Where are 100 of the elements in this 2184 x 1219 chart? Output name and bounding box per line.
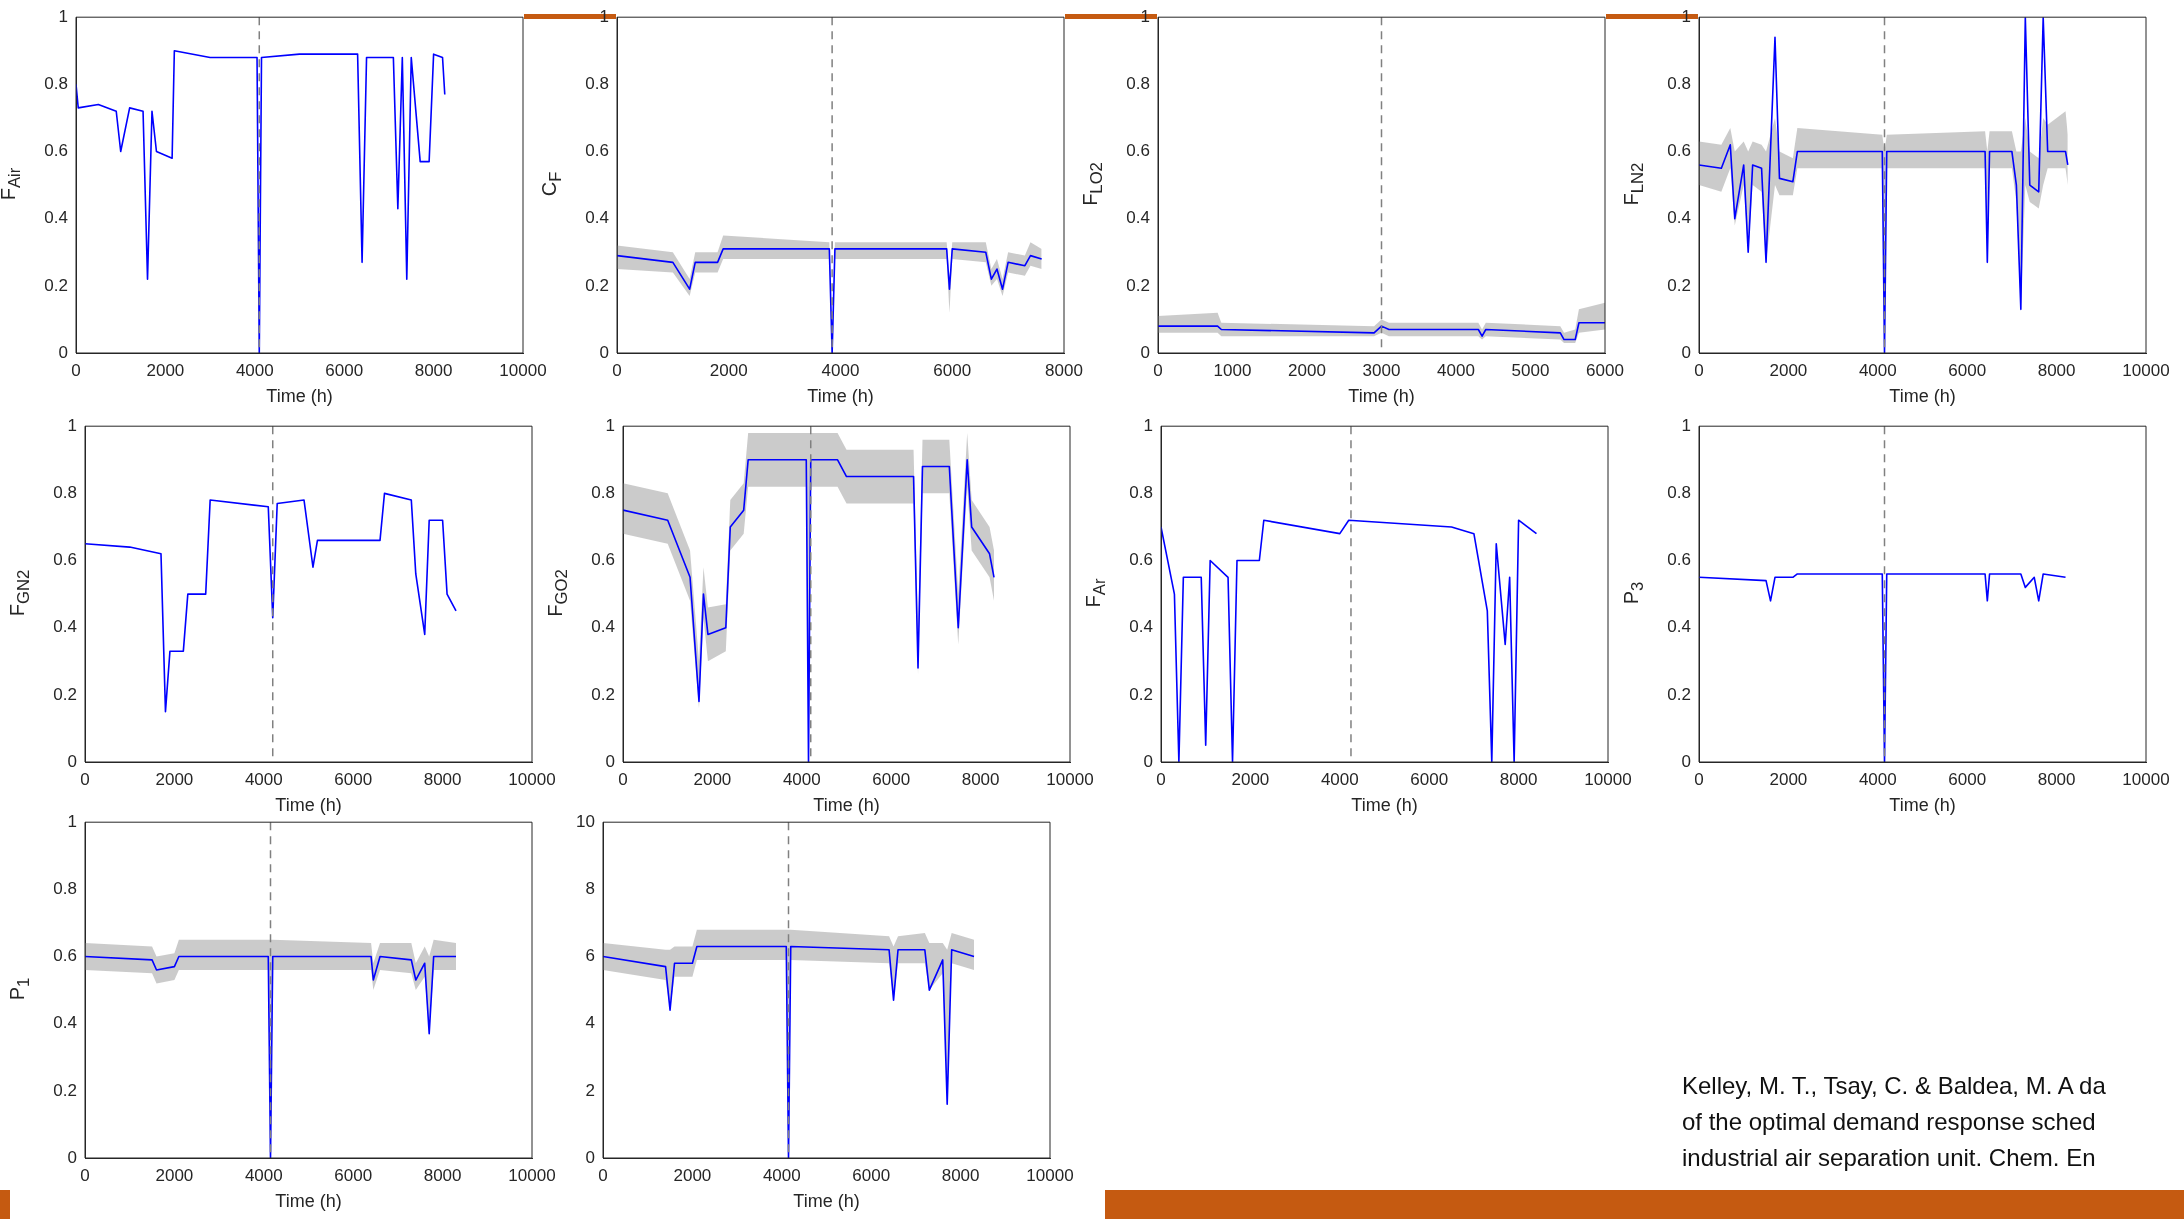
x-tick-label: 2000 [709,360,748,380]
y-tick-label: 0 [1143,751,1153,771]
y-tick-label: 0 [1681,751,1691,771]
x-tick-label: 4000 [1858,769,1897,789]
x-tick-label: 0 [618,769,628,789]
y-tick-label: 1 [1681,415,1691,435]
y-tick-label: 0.8 [44,74,68,94]
y-tick-label: 0.2 [585,275,609,295]
x-axis-title: Time (h) [1889,386,1956,407]
x-tick-label: 2000 [673,1165,712,1185]
y-tick-label: 0.8 [585,74,609,94]
x-tick-label: 4000 [244,769,283,789]
y-tick-label: 0.8 [1667,483,1691,503]
y-tick-label: 0.2 [1667,684,1691,704]
y-tick-label: 0.6 [44,141,68,161]
x-tick-label: 10000 [508,1165,556,1185]
text: of the optimal demand response sched [1682,1107,2097,1137]
y-tick-label: 0.4 [53,617,77,637]
x-tick-label: 2000 [155,769,194,789]
x-tick-label: 8000 [2037,360,2076,380]
y-tick-label: 0 [599,342,609,362]
x-axis-title: Time (h) [1351,795,1418,816]
y-tick-label: 0.4 [1129,617,1153,637]
y-tick-label: 0.4 [1126,208,1150,228]
x-tick-label: 0 [1156,769,1166,789]
x-tick-label: 8000 [961,769,1000,789]
y-tick-label: 0.6 [591,550,615,570]
y-tick-label: 0.6 [53,946,77,966]
y-tick-label: 2 [585,1080,595,1100]
y-tick-label: 0 [67,751,77,771]
y-tick-label: 0.6 [1667,141,1691,161]
y-tick-label: 0.2 [1667,275,1691,295]
y-tick-label: 0.8 [1126,74,1150,94]
x-tick-label: 6000 [1586,360,1624,380]
x-tick-label: 6000 [325,360,364,380]
y-tick-label: 1 [67,415,77,435]
x-tick-label: 8000 [2037,769,2076,789]
y-tick-label: 0.2 [53,684,77,704]
x-axis-title: Time (h) [807,386,874,407]
y-tick-label: 1 [605,415,615,435]
x-tick-label: 10000 [499,360,547,380]
x-tick-label: 8000 [941,1165,980,1185]
x-tick-label: 4000 [762,1165,801,1185]
y-tick-label: 0.6 [1126,141,1150,161]
x-tick-label: 0 [80,1165,90,1185]
y-tick-label: 0.4 [53,1013,77,1033]
x-tick-label: 10000 [508,769,556,789]
y-tick-label: 0.4 [585,208,609,228]
x-tick-label: 2000 [1769,769,1808,789]
y-tick-label: 0.6 [53,550,77,570]
x-tick-label: 6000 [334,769,373,789]
x-axis-title: Time (h) [275,795,342,816]
y-tick-label: 0.2 [1126,275,1150,295]
x-tick-label: 8000 [414,360,453,380]
x-tick-label: 10000 [2122,769,2170,789]
y-tick-label: 1 [1143,415,1153,435]
x-tick-label: 0 [1694,769,1704,789]
y-tick-label: 0.8 [591,483,615,503]
y-tick-label: 0.2 [1129,684,1153,704]
y-tick-label: 0.8 [1667,74,1691,94]
x-tick-label: 2000 [1231,769,1270,789]
x-tick-label: 0 [80,769,90,789]
x-tick-label: 1000 [1213,360,1252,380]
y-tick-label: 0.6 [1667,550,1691,570]
y-tick-label: 0.4 [591,617,615,637]
x-axis-title: Time (h) [1889,795,1956,816]
x-tick-label: 8000 [423,769,462,789]
x-tick-label: 6000 [1410,769,1449,789]
x-tick-label: 2000 [1288,360,1326,380]
y-tick-label: 10 [576,811,595,831]
x-tick-label: 4000 [235,360,274,380]
y-tick-label: 0 [605,751,615,771]
y-tick-label: 8 [585,879,595,899]
x-tick-label: 10000 [1584,769,1632,789]
y-tick-label: 0.6 [1129,550,1153,570]
text: industrial air separation unit. Chem. En [1682,1143,2097,1173]
x-axis-title: Time (h) [813,795,880,816]
x-tick-label: 6000 [872,769,911,789]
y-tick-label: 4 [585,1013,595,1033]
y-tick-label: 0.2 [53,1080,77,1100]
y-tick-label: 0.8 [53,879,77,899]
x-tick-label: 5000 [1511,360,1550,380]
y-tick-label: 0.2 [44,275,68,295]
x-tick-label: 10000 [1026,1165,1074,1185]
x-tick-label: 4000 [1320,769,1359,789]
y-tick-label: 0 [67,1147,77,1167]
y-tick-label: 0 [1681,342,1691,362]
x-tick-label: 8000 [1045,360,1083,380]
x-tick-label: 2000 [693,769,732,789]
x-tick-label: 2000 [1769,360,1808,380]
x-tick-label: 8000 [423,1165,462,1185]
text: Kelley, M. T., Tsay, C. & Baldea, M. A da [1682,1071,2106,1101]
y-tick-label: 1 [67,811,77,831]
x-tick-label: 6000 [933,360,972,380]
x-tick-label: 6000 [1948,360,1987,380]
x-tick-label: 0 [1694,360,1704,380]
x-tick-label: 6000 [852,1165,891,1185]
x-tick-label: 4000 [782,769,821,789]
x-axis-title: Time (h) [266,386,333,407]
x-tick-label: 4000 [244,1165,283,1185]
